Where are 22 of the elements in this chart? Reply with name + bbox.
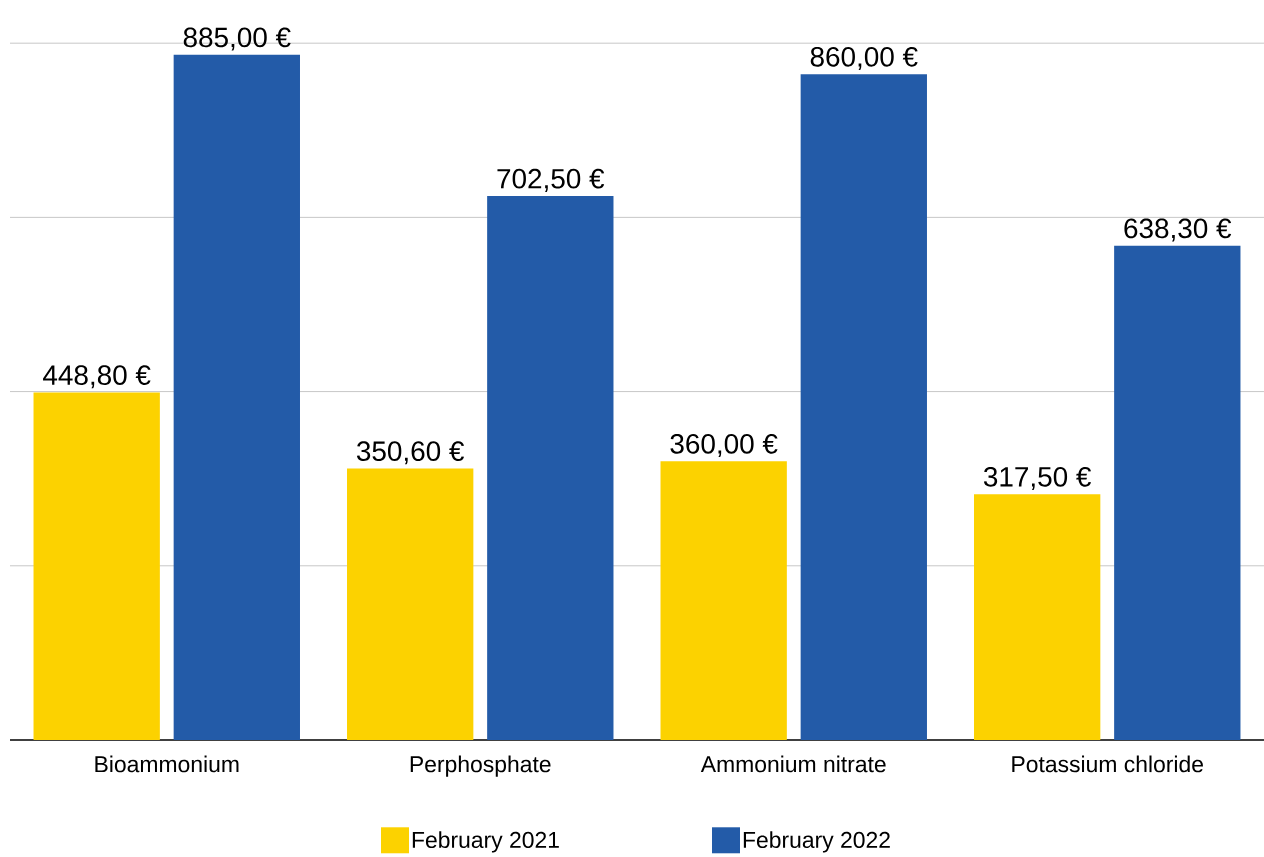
x-tick-label: Potassium chloride <box>1012 755 1203 773</box>
data-label: 360,00 € <box>670 434 778 458</box>
bar <box>33 392 160 740</box>
bar <box>1114 245 1241 740</box>
data-label: 638,30 € <box>1124 218 1232 242</box>
data-label: 860,00 € <box>810 46 918 70</box>
x-tick-label: Bioammonium <box>95 755 239 773</box>
bar <box>487 196 614 740</box>
data-label: 350,60 € <box>356 441 465 465</box>
data-label: 317,50 € <box>983 466 1092 490</box>
bar <box>173 54 300 740</box>
data-label: 885,00 € <box>183 27 291 51</box>
legend-label: February 2021 <box>412 831 559 853</box>
bar <box>660 461 787 740</box>
bar <box>800 74 927 740</box>
data-label: 702,50 € <box>497 168 605 192</box>
x-tick-label: Perphosphate <box>410 755 551 777</box>
data-label: 448,80 € <box>43 365 151 389</box>
bar <box>347 468 474 740</box>
legend-label: February 2022 <box>743 831 890 853</box>
x-tick-label: Ammonium nitrate <box>700 755 886 773</box>
bar <box>974 494 1101 740</box>
